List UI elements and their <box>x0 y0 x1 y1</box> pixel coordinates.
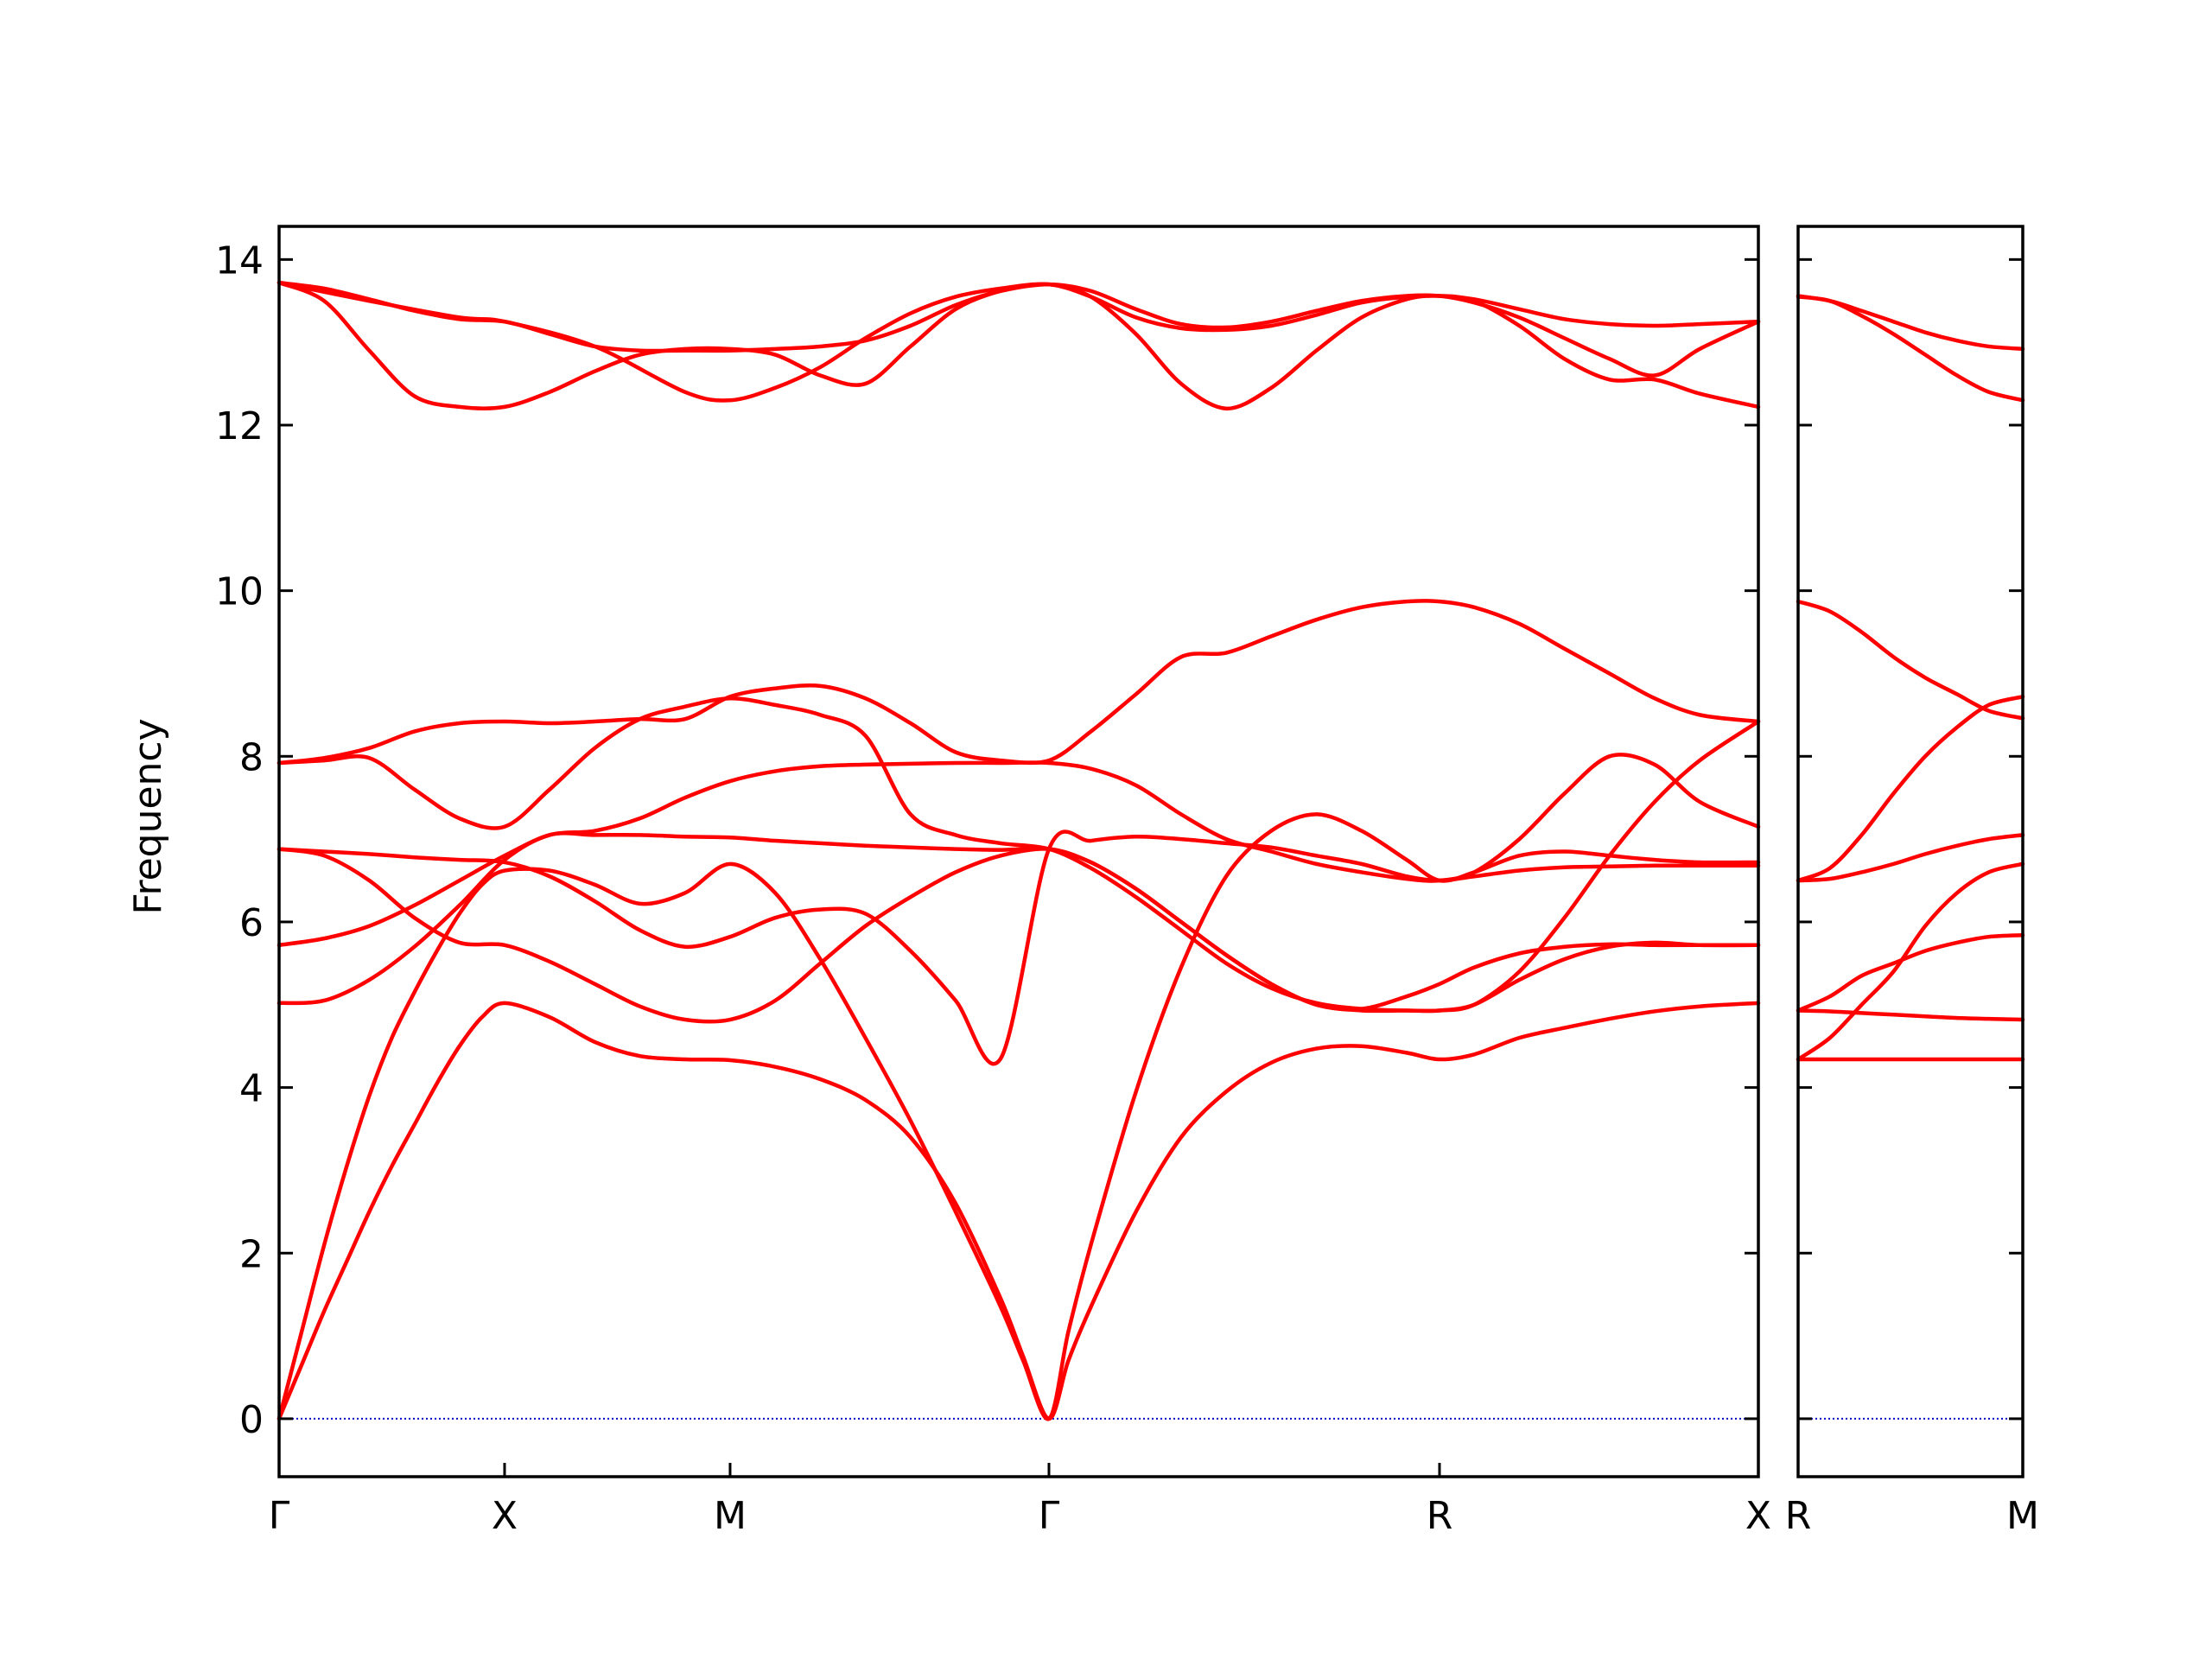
y-tick-label: 10 <box>215 570 264 614</box>
phonon-band-2-panel-2 <box>1796 1008 2025 1022</box>
x-tick-label-X: X <box>492 1494 518 1538</box>
y-tick-label: 0 <box>239 1398 264 1442</box>
x-tick-label-Γ: Γ <box>1039 1494 1060 1538</box>
y-tick-label: 8 <box>239 735 264 779</box>
x-tick-label-M: M <box>2006 1494 2039 1538</box>
x-tick-label-M: M <box>714 1494 747 1538</box>
phonon-band-1-panel-1 <box>276 1001 1761 1421</box>
x-tick-label-R: R <box>1427 1494 1453 1538</box>
x-tick-label-Γ: Γ <box>269 1494 290 1538</box>
y-tick-label: 4 <box>239 1067 264 1111</box>
phonon-band-5-panel-2 <box>1796 833 2025 883</box>
phonon-band-3-panel-2 <box>1796 861 2025 1062</box>
phonon-band-3-panel-1 <box>276 830 1761 1066</box>
y-tick-label: 2 <box>239 1232 264 1276</box>
phonon-band-2-panel-1 <box>276 812 1761 1421</box>
phonon-band-4-panel-2 <box>1796 933 2025 1013</box>
x-tick-label-R: R <box>1785 1494 1812 1538</box>
panel-1-frame <box>277 225 1760 1478</box>
phonon-band-11-panel-1 <box>276 280 1761 403</box>
y-axis-label: Frequency <box>126 718 170 914</box>
phonon-band-6-panel-2 <box>1796 695 2025 883</box>
phonon-band-7-panel-2 <box>1796 599 2025 721</box>
y-tick-label: 6 <box>239 901 264 945</box>
panel-2-frame <box>1796 225 2024 1478</box>
x-tick-label-X: X <box>1745 1494 1771 1538</box>
y-tick-label: 12 <box>215 404 264 448</box>
phonon-band-9-panel-2 <box>1796 294 2025 352</box>
y-tick-label: 14 <box>215 238 264 283</box>
phonon-band-8-panel-1 <box>276 599 1761 766</box>
